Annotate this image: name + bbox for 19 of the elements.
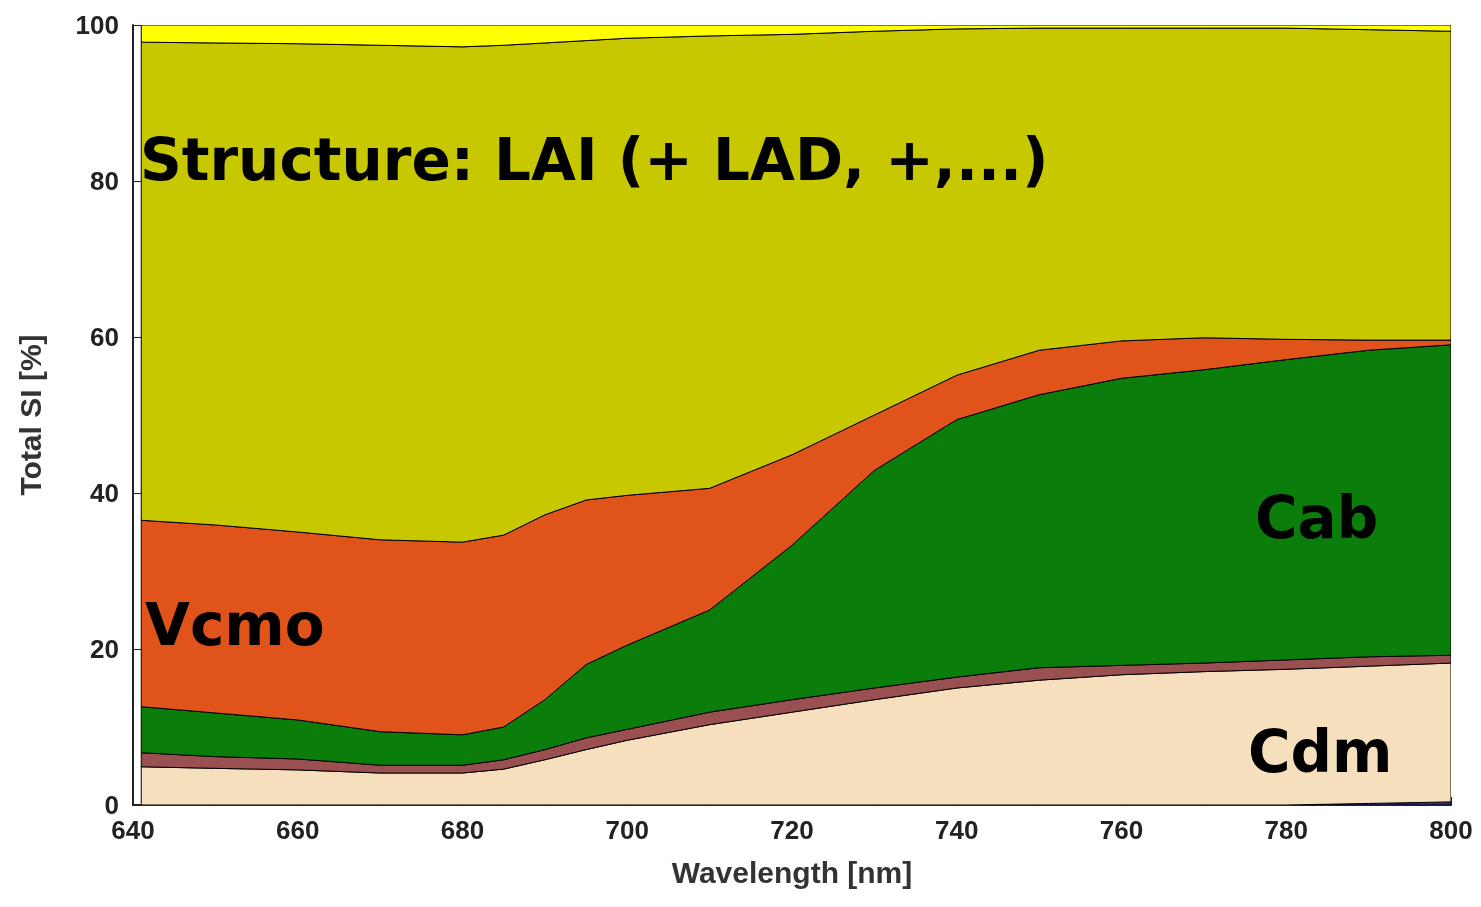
annotation: Cdm	[1248, 718, 1393, 786]
y-tick-label: 20	[90, 634, 119, 664]
y-tick-label: 80	[90, 166, 119, 196]
annotation: Cab	[1255, 484, 1379, 552]
y-tick-label: 40	[90, 478, 119, 508]
x-tick-label: 740	[935, 815, 979, 845]
x-tick-label: 800	[1429, 815, 1473, 845]
x-axis-title: Wavelength [nm]	[671, 855, 913, 889]
x-tick-label: 760	[1099, 815, 1144, 845]
annotation: Vcmo	[145, 591, 325, 659]
x-tick-label: 780	[1264, 815, 1308, 845]
x-tick-label: 680	[440, 815, 485, 845]
y-tick-label: 60	[90, 322, 119, 352]
x-tick-label: 720	[770, 815, 814, 845]
x-tick-label: 700	[605, 815, 649, 845]
y-tick-label: 100	[75, 10, 119, 40]
x-tick-label: 660	[276, 815, 320, 845]
y-axis-title: Total SI [%]	[13, 334, 47, 496]
annotation: Structure: LAI (+ LAD, +,...)	[140, 126, 1049, 194]
